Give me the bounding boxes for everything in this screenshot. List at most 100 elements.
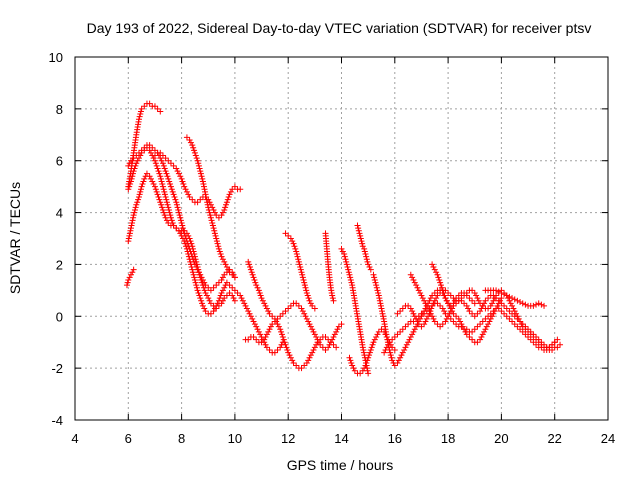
data-point [239, 297, 246, 304]
data-point [127, 181, 134, 188]
data-point [498, 289, 505, 296]
data-point [503, 292, 510, 299]
data-point [189, 196, 196, 203]
data-point [226, 269, 233, 276]
data-point [150, 155, 157, 162]
data-point [510, 305, 517, 312]
data-point [231, 274, 238, 281]
data-point [525, 326, 532, 333]
data-point [167, 212, 174, 219]
data-point [202, 289, 209, 296]
data-point [509, 302, 516, 309]
data-point [193, 284, 200, 291]
data-point [183, 245, 190, 252]
data-point [227, 188, 234, 195]
data-point [385, 341, 392, 348]
data-point [131, 209, 138, 216]
data-point [357, 235, 364, 242]
data-point [263, 344, 270, 351]
data-point [445, 300, 452, 307]
data-point [463, 326, 470, 333]
data-point [175, 209, 182, 216]
data-point [223, 292, 230, 299]
data-point [327, 339, 334, 346]
data-point [186, 256, 193, 263]
data-point [187, 139, 194, 146]
series-trace-o [370, 271, 505, 369]
data-point [530, 339, 537, 346]
data-point [165, 175, 172, 182]
data-point [140, 178, 147, 185]
data-point [261, 300, 268, 307]
series-trace-i [242, 300, 345, 353]
data-point [511, 296, 518, 303]
data-point [301, 279, 308, 286]
data-point [346, 354, 353, 361]
data-point [439, 287, 446, 294]
data-point [426, 308, 433, 315]
data-point [474, 323, 481, 330]
data-point [207, 214, 214, 221]
data-point [305, 357, 312, 364]
data-point [443, 315, 450, 322]
data-point [143, 170, 150, 177]
y-tick-label: -4 [51, 413, 63, 428]
data-point [222, 204, 229, 211]
data-point [495, 305, 502, 312]
data-point [365, 354, 372, 361]
data-point [163, 196, 170, 203]
data-point [466, 308, 473, 315]
data-point [538, 301, 545, 308]
series-trace-l [338, 245, 372, 377]
data-point [533, 301, 540, 308]
data-point [501, 291, 508, 298]
data-point [487, 302, 494, 309]
data-point [297, 264, 304, 271]
data-point [213, 302, 220, 309]
data-point [151, 183, 158, 190]
data-point [363, 253, 370, 260]
data-point [251, 321, 258, 328]
data-point [274, 315, 281, 322]
data-point [503, 313, 510, 320]
data-point [213, 212, 220, 219]
data-point [371, 274, 378, 281]
data-point [199, 178, 206, 185]
chart-title: Day 193 of 2022, Sidereal Day-to-day VTE… [87, 20, 592, 36]
data-point [207, 287, 214, 294]
data-point [389, 357, 396, 364]
data-point [409, 308, 416, 315]
data-point [479, 318, 486, 325]
data-point [209, 222, 216, 229]
data-point [189, 142, 196, 149]
data-point [347, 274, 354, 281]
data-point [365, 261, 372, 268]
data-point [361, 248, 368, 255]
data-point [440, 289, 447, 296]
y-tick-label: 4 [56, 206, 63, 221]
data-point [346, 271, 353, 278]
data-point [293, 300, 300, 307]
data-point [490, 297, 497, 304]
data-point [481, 300, 488, 307]
data-point [195, 289, 202, 296]
data-point [202, 188, 209, 195]
data-point [254, 284, 261, 291]
data-point [522, 323, 529, 330]
data-point [366, 349, 373, 356]
data-marks [123, 100, 564, 377]
data-point [306, 354, 313, 361]
data-point [435, 274, 442, 281]
data-point [374, 331, 381, 338]
y-tick-label: 8 [56, 102, 63, 117]
data-point [138, 183, 145, 190]
data-point [254, 326, 261, 333]
data-point [187, 261, 194, 268]
data-point [193, 261, 200, 268]
data-point [153, 162, 160, 169]
data-point [535, 300, 542, 307]
data-point [362, 251, 369, 258]
data-point [487, 315, 494, 322]
data-point [474, 295, 481, 302]
data-point [442, 295, 449, 302]
